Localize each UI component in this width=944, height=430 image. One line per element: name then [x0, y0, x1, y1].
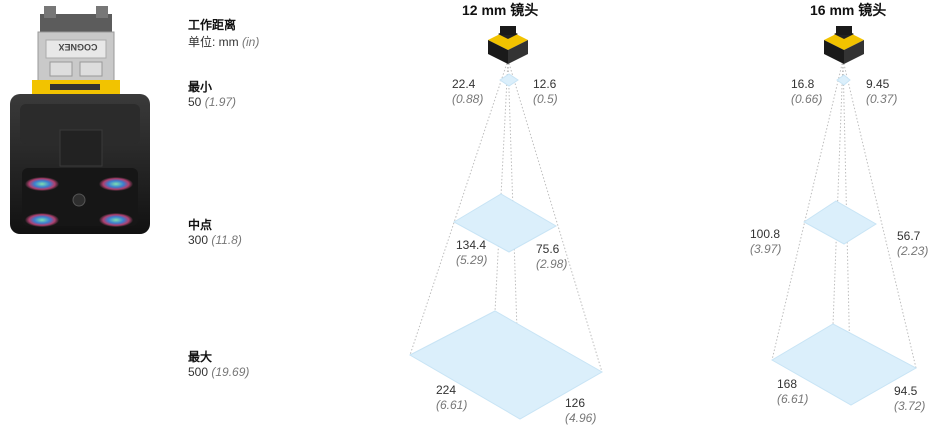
fov-16mm-min-height-in: (0.37) — [866, 92, 898, 106]
fov-12mm-max-width-mm: 224 — [436, 383, 457, 397]
unit-alt: (in) — [242, 35, 260, 49]
distance-max-mm: 500 — [188, 365, 209, 379]
distance-mid-mm: 300 — [188, 233, 209, 247]
camera-icon-16mm — [824, 26, 864, 64]
distance-min-value: 50 (1.97) — [188, 95, 236, 109]
distance-max-label: 最大 — [188, 350, 213, 364]
fov-16mm-max-width-mm: 168 — [777, 377, 798, 391]
fov-12mm-max-height-in: (4.96) — [565, 411, 597, 425]
fov-12mm-mid-height: 75.6 (2.98) — [536, 242, 567, 272]
fov-12mm-min-height: 12.6 (0.5) — [533, 77, 558, 107]
fov-16mm-min-height: 9.45 (0.37) — [866, 77, 897, 107]
fov-16mm-max-width: 168 (6.61) — [777, 377, 808, 407]
fov-12mm-mid-width-mm: 134.4 — [456, 238, 487, 252]
distance-mid-label: 中点 — [188, 218, 213, 232]
fov-16mm-min-width-mm: 16.8 — [791, 77, 815, 91]
unit-prefix: 单位: mm — [188, 35, 239, 49]
lens-title-12mm: 12 mm 镜头 — [462, 2, 539, 18]
fov-plane-min-16mm — [836, 74, 851, 86]
fov-plane-min-12mm — [499, 73, 519, 87]
unit-note: 单位: mm (in) — [188, 33, 259, 50]
fov-12mm-max-width-in: (6.61) — [436, 398, 468, 412]
fov-12mm-min-width-in: (0.88) — [452, 92, 484, 106]
fov-12mm-max-width: 224 (6.61) — [436, 383, 467, 413]
fov-16mm-max-height-mm: 94.5 — [894, 384, 918, 398]
fov-16mm-mid-width-mm: 100.8 — [750, 227, 781, 241]
fov-16mm-mid-width: 100.8 (3.97) — [750, 227, 781, 257]
fov-16mm-mid-height-mm: 56.7 — [897, 229, 921, 243]
fov-16mm-min-height-mm: 9.45 — [866, 77, 890, 91]
fov-12mm-min-height-in: (0.5) — [533, 92, 558, 106]
camera-icon-12mm — [488, 26, 528, 64]
working-distance-heading: 工作距离 — [188, 18, 237, 32]
fov-16mm-mid-height-in: (2.23) — [897, 244, 929, 258]
device-image — [10, 6, 150, 234]
distance-max-value: 500 (19.69) — [188, 365, 249, 379]
fov-16mm-max-height-in: (3.72) — [894, 399, 926, 413]
fov-12mm-mid-height-mm: 75.6 — [536, 242, 560, 256]
fov-plane-max-12mm — [408, 310, 604, 420]
working-distance-legend: 工作距离 单位: mm (in) — [188, 16, 259, 50]
fov-12mm-mid-width: 134.4 (5.29) — [456, 238, 487, 268]
fov-16mm-mid-height: 56.7 (2.23) — [897, 229, 928, 259]
fov-12mm-max-height: 126 (4.96) — [565, 396, 596, 426]
fov-plane-max-16mm — [771, 323, 918, 406]
fov-16mm-max-width-in: (6.61) — [777, 392, 809, 406]
distance-mid-value: 300 (11.8) — [188, 233, 242, 247]
fov-16mm-max-height: 94.5 (3.72) — [894, 384, 925, 414]
fov-plane-mid-16mm — [803, 200, 877, 245]
fov-12mm-min-width: 22.4 (0.88) — [452, 77, 483, 107]
fov-16mm-min-width: 16.8 (0.66) — [791, 77, 822, 107]
lens-title-16mm: 16 mm 镜头 — [810, 2, 887, 18]
distance-mid: 中点 300 (11.8) — [188, 216, 242, 247]
fov-12mm-mid-height-in: (2.98) — [536, 257, 568, 271]
fov-16mm-mid-width-in: (3.97) — [750, 242, 782, 256]
fov-12mm-min-height-mm: 12.6 — [533, 77, 557, 91]
fov-12mm-max-height-mm: 126 — [565, 396, 586, 410]
fov-12mm-mid-width-in: (5.29) — [456, 253, 488, 267]
distance-min-label: 最小 — [188, 80, 213, 94]
distance-max-in: (19.69) — [211, 365, 250, 379]
fov-plane-mid-12mm — [452, 193, 558, 253]
fov-12mm-min-width-mm: 22.4 — [452, 77, 476, 91]
fov-16mm-min-width-in: (0.66) — [791, 92, 823, 106]
distance-mid-in: (11.8) — [211, 233, 242, 247]
distance-min: 最小 50 (1.97) — [188, 78, 236, 109]
distance-max: 最大 500 (19.69) — [188, 348, 249, 379]
distance-min-in: (1.97) — [204, 95, 237, 109]
distance-min-mm: 50 — [188, 95, 202, 109]
